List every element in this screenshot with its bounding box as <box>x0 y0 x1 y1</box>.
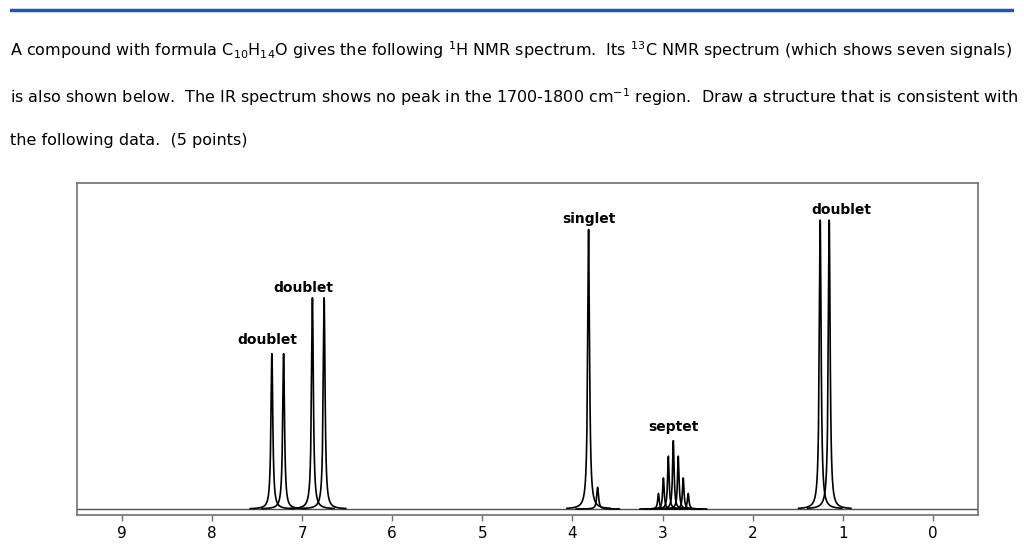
Text: septet: septet <box>648 420 698 434</box>
Text: is also shown below.  The IR spectrum shows no peak in the 1700-1800 cm$^{-1}$ r: is also shown below. The IR spectrum sho… <box>10 86 1019 108</box>
Text: doublet: doublet <box>238 334 298 347</box>
Text: singlet: singlet <box>562 212 615 227</box>
Text: doublet: doublet <box>811 203 871 217</box>
Text: doublet: doublet <box>273 281 334 295</box>
Text: A compound with formula C$_{10}$H$_{14}$O gives the following $^{1}$H NMR spectr: A compound with formula C$_{10}$H$_{14}$… <box>10 40 1013 61</box>
Text: the following data.  (5 points): the following data. (5 points) <box>10 133 248 148</box>
